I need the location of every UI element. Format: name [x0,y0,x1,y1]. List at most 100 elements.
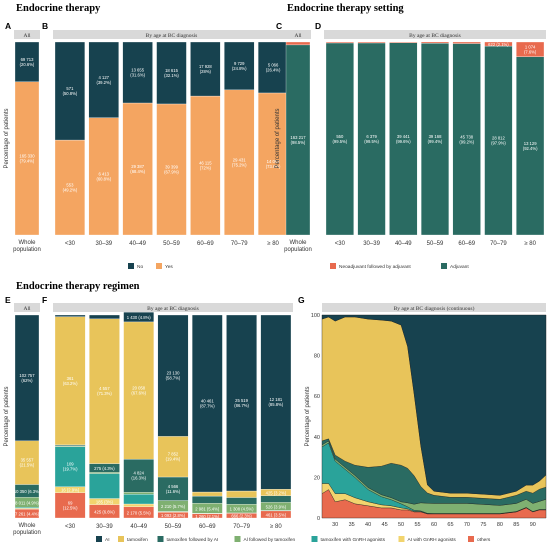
panel-d-category-label-2: 40–49 [395,241,412,247]
panel-f-bar-al-followed-by-tamoxifen-1 [89,472,120,474]
panel-f-bar-ai-5 [226,314,257,492]
panel-b-category-label-0: <30 [65,241,76,247]
panel-f-category-label-3: 50–59 [165,524,182,530]
panel-b-category-label-2: 40–49 [129,241,146,247]
panel-g-y-tick-0: 0 [317,516,320,522]
section-title-therapy-regimen: Endocrine therapy regimen [16,281,140,292]
panel-d-bar-adjuvant-4 [452,43,481,236]
panel-d-category-label-5: 70–79 [490,241,507,247]
panel-b-data-label-yes-0: 553 (49.2%) [63,183,78,193]
panel-f-data-label-tamoxifen-followed-by-ai-3: 4 566 (11.6%) [166,484,181,494]
panel-f-bar-al-followed-by-tamoxifen-2 [123,492,155,495]
panel-d-category-label-3: 50–59 [427,241,444,247]
panel-a-category-label-0b: population [13,247,41,253]
panel-b-category-label-3: 50–59 [163,241,180,247]
panel-letter-c: C [276,21,282,31]
panel-f-bar-tamoxifen-followed-by-ai-4 [191,495,223,504]
panel-d-bar-neoadjuvant-followed-by-adjuvant-6 [516,41,545,57]
panel-d-strip [324,30,546,39]
legend-d-label-adjuvant: Adjuvant [450,264,469,270]
legend-f-label-al-followed-by-tamoxifen: Al followed by tamoxifen [244,537,296,543]
section-title-therapy-setting: Endocrine therapy setting [287,3,404,14]
panel-a-data-label-yes-0: 165 330 (79.4%) [19,153,35,163]
panel-b-data-label-no-0: 571 (50.8%) [63,86,78,96]
panel-f-bar-ai-2 [123,312,155,323]
panel-f-data-label-ai-with-gnrh-agonists-0: 16 (2.9%) [61,488,80,493]
panel-d-bar-neoadjuvant-followed-by-adjuvant-0 [325,41,354,44]
panel-f-bar-tamoxifen-followed-by-ai-0 [54,444,86,447]
panel-f-data-label-ai-5: 25 519 (86.7%) [234,398,249,408]
panel-f-data-label-ai-3: 23 130 (58.7%) [166,371,181,381]
panel-b-data-label-no-4: 17 928 (28%) [199,64,212,74]
panel-f-data-label-others-5: 666 (2.3%) [231,514,252,519]
panel-g-y-tick-40: 40 [314,435,320,441]
panel-f-data-label-al-followed-by-tamoxifen-4: 2 981 (5.4%) [195,506,220,511]
panel-b-strip-label: By age at BC diagnosis [146,33,198,39]
panel-f-data-label-al-followed-by-tamoxifen-5: 1 308 (4.5%) [230,507,255,512]
panel-b-category-label-6: ≥ 80 [267,241,279,247]
panel-b-bar-no-0 [54,41,86,141]
panel-b-data-label-yes-2: 29 387 (68.4%) [130,164,145,174]
panel-e-data-label-others-0: 7 261 (4.4%) [15,512,40,517]
panel-c-strip [285,30,311,39]
panel-b-bar-no-5 [224,41,255,91]
panel-d-data-label-adjuvant-2: 39 441 (99.6%) [396,134,411,144]
legend-f-label-others: others [477,537,491,543]
panel-a-strip-label: All [23,33,31,39]
panel-d-data-label-adjuvant-4: 45 738 (99.2%) [459,134,474,144]
panel-d-data-label-adjuvant-5: 28 812 (97.9%) [491,136,506,146]
legend-b-swatch-yes [156,263,162,269]
panel-f-data-label-ai-6: 12 181 (85.8%) [269,397,284,407]
panel-f-data-label-tamoxifen-with-gnrh-agonists-0: 109 (19.7%) [63,462,78,472]
panel-b-data-label-yes-1: 6 413 (60.8%) [96,171,111,181]
panel-c-strip-label: All [294,33,302,39]
panel-b-data-label-no-1: 4 127 (39.2%) [96,75,111,85]
panel-d-data-label-adjuvant-3: 39 168 (99.4%) [428,134,443,144]
panel-b-bar-no-6 [257,41,289,94]
panel-e-strip [14,303,40,312]
panel-b-strip [53,30,290,39]
panel-f-bar-ai-4 [191,314,223,493]
panel-letter-d: D [315,21,321,31]
panel-g-y-tick-20: 20 [314,475,320,481]
panel-f-bar-tamoxifen-followed-by-ai-5 [226,497,257,505]
panel-e-data-label-tamoxifen-0: 35 557 (21.5%) [20,458,35,468]
panel-b-data-label-no-2: 13 655 (31.6%) [130,67,145,77]
panel-f-data-label-ai-2: 1 430 (4.8%) [127,315,152,320]
panel-b-bar-no-1 [88,41,119,118]
panel-f-bar-tamoxifen-1 [89,318,120,464]
legend-f-label-ai: AI [105,537,110,543]
panel-b-data-label-no-3: 18 615 (32.1%) [164,68,179,78]
panel-f-category-label-5: 70–79 [233,524,250,530]
panel-f-data-label-others-0: 69 (12.5%) [63,500,78,510]
panel-e-y-axis-title: Percentage of patients [4,386,10,446]
panel-b-bar-yes-1 [88,117,119,236]
panel-a-strip [14,30,40,39]
panel-d-bar-neoadjuvant-followed-by-adjuvant-2 [389,41,418,43]
panel-f-data-label-tamoxifen-2: 20 058 (67.6%) [131,386,146,396]
panel-letter-e: E [5,295,11,305]
legend-f-label-tamoxifen-followed-by-ai: tamoxifen followed by AI [167,537,219,543]
panel-e-data-label-tamoxifen-followed-by-ai-0: 10 350 (6.3%) [14,489,41,494]
panel-c-data-label-adjuvant-0: 163 217 (98.5%) [290,135,306,145]
section-title-endocrine-therapy: Endocrine therapy [16,3,101,14]
panel-b-data-label-yes-3: 39 399 (67.9%) [164,164,179,174]
panel-f-bar-ai-3 [157,314,189,437]
panel-d-bar-neoadjuvant-followed-by-adjuvant-3 [420,41,450,44]
legend-f-swatch-tamoxifen-with-gnrh-agonists [311,536,318,542]
panel-a-category-label-0a: Whole [18,240,36,246]
legend-f-label-ai-with-gnrh-agonists: AI with GnRH agonists [408,537,457,543]
panel-g-x-tick-40: 40 [365,522,371,528]
panel-f-data-label-al-followed-by-tamoxifen-6: 526 (3.9%) [266,504,287,509]
panel-b-bar-yes-5 [224,89,255,236]
panel-d-data-label-adjuvant-1: 6 379 (99.5%) [364,134,379,144]
panel-a-bar-yes-0 [14,81,40,236]
panel-g-area-ai [321,314,547,496]
panel-f-bar-ai-1 [89,314,120,320]
panel-g-y-axis-title: Percentage of patients [305,386,311,446]
panel-d-strip-label: By age at BC diagnosis [409,33,461,39]
panel-f-data-label-tamoxifen-followed-by-ai-1: 275 (4.3%) [94,466,115,471]
legend-b-label-no: No [137,264,143,270]
panel-b-bar-no-3 [156,41,187,105]
panel-b-bar-yes-3 [156,103,187,236]
